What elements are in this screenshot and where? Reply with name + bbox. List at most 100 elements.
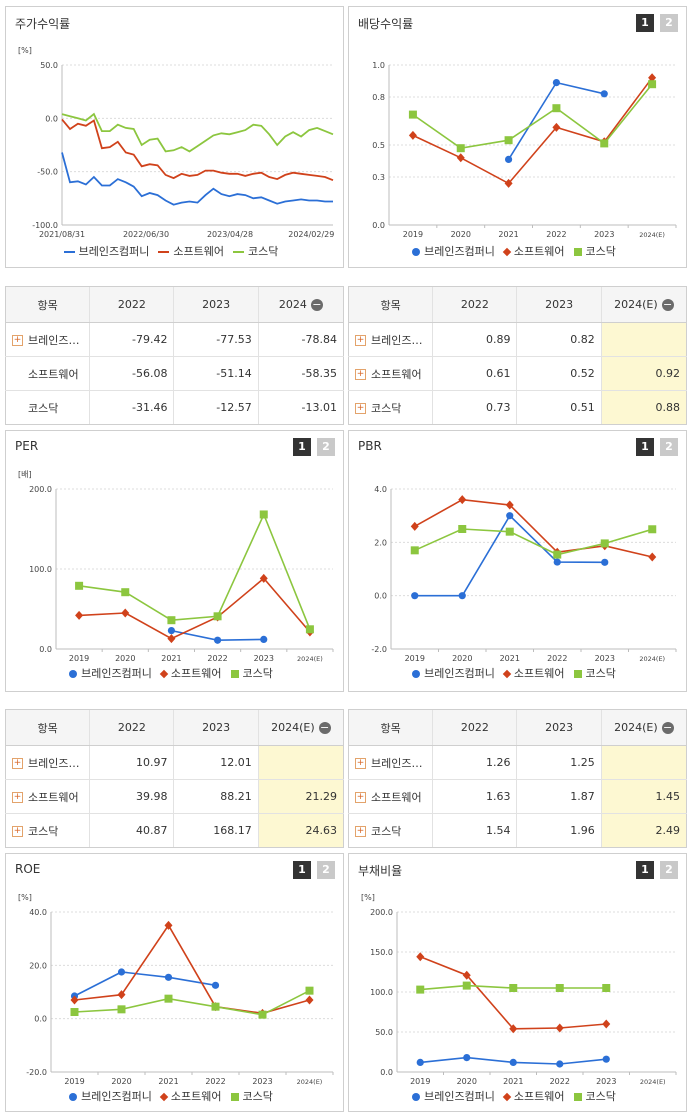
row-name: 브레인즈…: [28, 333, 80, 347]
view-1-button[interactable]: 1: [636, 14, 654, 32]
x-tick-label: 2023: [594, 230, 614, 239]
collapse-icon[interactable]: −: [310, 298, 323, 311]
axis-unit: [%]: [361, 893, 375, 902]
table-header-label: 항목: [37, 721, 58, 735]
view-2-button[interactable]: 2: [660, 861, 678, 879]
legend-label: 코스닥: [242, 667, 273, 680]
kosdaq-marker: [258, 1010, 267, 1019]
view-1-button[interactable]: 1: [293, 861, 311, 879]
expand-plus-icon[interactable]: +: [355, 792, 366, 803]
kosdaq-marker: [648, 80, 657, 89]
legend-item[interactable]: 코스닥: [573, 667, 616, 680]
brains-marker: [211, 981, 220, 989]
legend-item[interactable]: 브레인즈컴퍼니: [412, 667, 495, 680]
value-cell: -58.35: [257, 356, 345, 391]
expand-plus-icon[interactable]: +: [12, 335, 23, 346]
expand-plus-icon[interactable]: +: [355, 403, 366, 414]
pbr-table: 항목 2022 2023 2024(E) − + 브레인즈… 1.26 1.25 + 소프트웨어 1.…: [347, 709, 688, 848]
kosdaq-marker: [164, 994, 173, 1003]
kosdaq-marker: [230, 1093, 239, 1101]
view-1-button[interactable]: 1: [636, 438, 654, 456]
table-row: + 브레인즈… 1.26 1.25: [347, 745, 688, 780]
legend-item[interactable]: 코스닥: [573, 1090, 616, 1103]
expand-plus-icon[interactable]: +: [12, 826, 23, 837]
brains-marker: [411, 592, 419, 600]
software-marker: [602, 1019, 611, 1029]
x-tick-label: 2022/06/30: [123, 230, 169, 239]
expand-plus-icon[interactable]: +: [355, 758, 366, 769]
legend-item[interactable]: 브레인즈컴퍼니: [69, 1090, 152, 1103]
expand-plus-icon[interactable]: +: [355, 826, 366, 837]
x-tick-label: 2024(E): [639, 231, 665, 239]
y-tick-label: 50.0: [40, 61, 58, 70]
kosdaq-marker: [553, 550, 562, 559]
kosdaq-marker: [211, 1002, 220, 1011]
software-series-line: [61, 118, 334, 182]
kosdaq-marker: [259, 510, 268, 519]
panel-title: 배당수익률: [358, 17, 414, 31]
value-cell: -78.84: [257, 322, 345, 357]
kosdaq-series-line: [74, 989, 310, 1016]
row-name: 소프트웨어: [371, 367, 422, 381]
legend-item[interactable]: 코스닥: [230, 667, 273, 680]
table-header-label: 2024(E): [271, 721, 315, 734]
row-name-cell: + 코스닥: [347, 390, 433, 425]
kosdaq-marker: [573, 248, 582, 256]
collapse-icon[interactable]: −: [661, 721, 674, 734]
legend-item[interactable]: 브레인즈컴퍼니: [412, 245, 495, 258]
collapse-icon[interactable]: −: [318, 721, 331, 734]
view-2-button[interactable]: 2: [317, 861, 335, 879]
expand-plus-icon[interactable]: +: [12, 758, 23, 769]
legend-item[interactable]: 소프트웨어: [502, 1090, 565, 1103]
row-name-cell: + 브레인즈…: [347, 745, 433, 780]
brains-marker: [416, 1058, 424, 1066]
x-tick-label: 2023: [596, 1077, 616, 1086]
row-name-cell: 코스닥: [4, 390, 90, 425]
legend-item[interactable]: 소프트웨어: [159, 667, 222, 680]
value-cell: -79.42: [89, 322, 174, 357]
expand-plus-icon[interactable]: +: [355, 369, 366, 380]
view-2-button[interactable]: 2: [660, 438, 678, 456]
legend-item[interactable]: 코스닥: [573, 245, 616, 258]
view-1-button[interactable]: 1: [636, 861, 654, 879]
expand-plus-icon[interactable]: +: [355, 335, 366, 346]
table-header-label: 2024(E): [614, 298, 658, 311]
row-name-cell: + 코스닥: [4, 813, 90, 848]
x-tick-label: 2023: [254, 654, 274, 663]
legend-item[interactable]: 코스닥: [233, 245, 278, 258]
kosdaq-marker: [117, 1005, 126, 1014]
per-chart: [배] 200.0 100.0 0.0 2019 2020 2021 2022 2023 2024…: [18, 470, 334, 663]
value-cell: 88.21: [173, 779, 259, 814]
legend-item[interactable]: 브레인즈컴퍼니: [63, 245, 149, 258]
pbr-chart: 4.0 2.0 0.0 -2.0 2019 2020 2021 2022 2023 2024(E): [371, 485, 677, 663]
y-tick-label: 0.0: [34, 1015, 47, 1024]
value-cell: 24.63: [257, 813, 345, 848]
view-2-button[interactable]: 2: [660, 14, 678, 32]
legend-item[interactable]: 코스닥: [230, 1090, 273, 1103]
kosdaq-marker: [602, 984, 611, 992]
brains-marker: [260, 635, 268, 643]
kosdaq-series-line: [412, 83, 653, 150]
x-tick-label: 2020: [451, 230, 471, 239]
legend-item[interactable]: 소프트웨어: [159, 1090, 222, 1103]
value-cell: 0.73: [432, 390, 517, 425]
table-header: 항목: [347, 709, 433, 746]
legend-item[interactable]: 브레인즈컴퍼니: [412, 1090, 495, 1103]
view-1-button[interactable]: 1: [293, 438, 311, 456]
kosdaq-marker: [552, 104, 561, 113]
x-tick-label: 2023: [595, 654, 615, 663]
legend-item[interactable]: 소프트웨어: [502, 245, 565, 258]
legend-item[interactable]: 소프트웨어: [158, 245, 224, 258]
table-header-label: 2023: [202, 721, 231, 734]
view-2-button[interactable]: 2: [317, 438, 335, 456]
brains-marker: [412, 1093, 421, 1101]
legend-item[interactable]: 브레인즈컴퍼니: [69, 667, 152, 680]
collapse-icon[interactable]: −: [661, 298, 674, 311]
table-row: + 코스닥 1.54 1.96 2.49: [347, 813, 688, 848]
expand-plus-icon[interactable]: +: [12, 792, 23, 803]
legend-item[interactable]: 소프트웨어: [502, 667, 565, 680]
x-tick-label: 2020: [452, 654, 472, 663]
